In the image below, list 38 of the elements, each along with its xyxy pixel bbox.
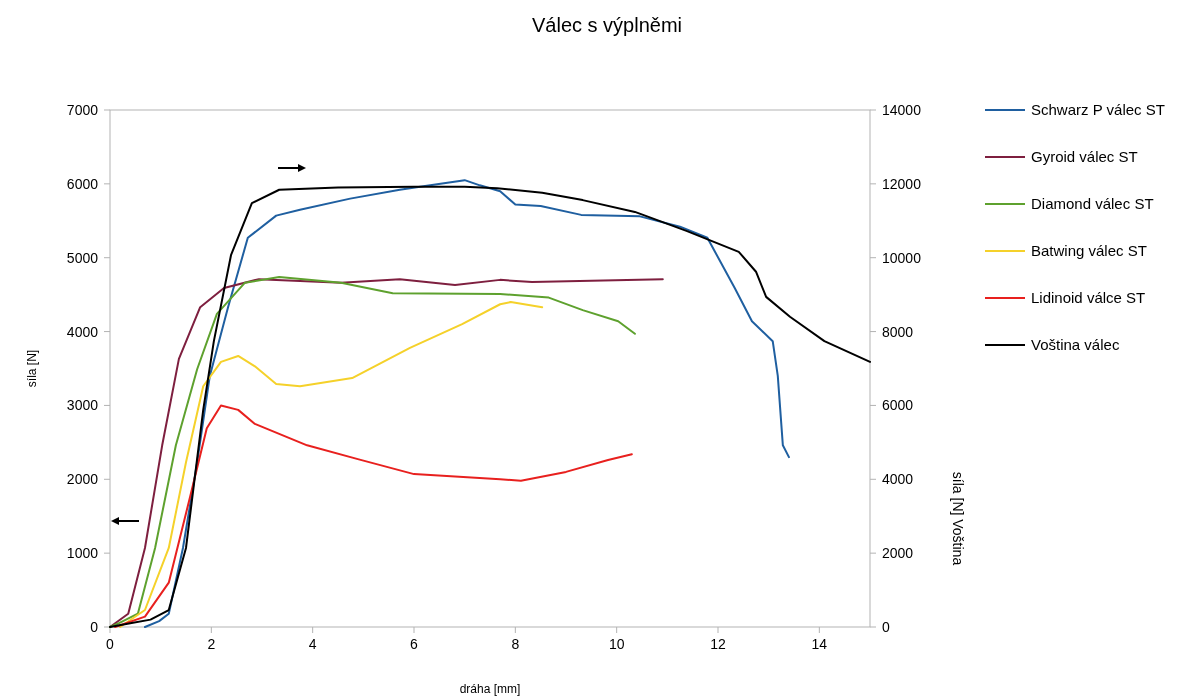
x-tick-label: 0 xyxy=(106,636,115,652)
y2-tick-label: 12000 xyxy=(882,175,922,192)
y-tick-label: 5000 xyxy=(66,249,99,266)
x-tick-label: 2 xyxy=(207,636,216,652)
x-tick-label: 10 xyxy=(608,636,625,652)
x-tick-label: 12 xyxy=(710,636,726,652)
y2-tick-label: 14000 xyxy=(882,102,922,118)
y2-tick-label: 10000 xyxy=(882,249,922,266)
y-tick-label: 1000 xyxy=(66,545,99,562)
y2-tick-label: 2000 xyxy=(882,545,914,562)
line-series xyxy=(119,301,544,628)
legend-label: Voština válec xyxy=(1031,336,1120,353)
legend-label: Lidinoid válce ST xyxy=(1031,289,1146,306)
y2-tick-label: 6000 xyxy=(882,397,914,414)
x-tick-label: 8 xyxy=(511,636,520,652)
line-series xyxy=(143,179,790,628)
line-series xyxy=(109,185,871,628)
x-tick-label: 6 xyxy=(410,636,419,652)
y-tick-label: 0 xyxy=(90,619,99,635)
line-series xyxy=(114,404,633,628)
y2-axis-title: síla [N] Voština xyxy=(950,471,966,566)
x-tick-label: 4 xyxy=(308,636,317,652)
legend-label: Batwing válec ST xyxy=(1031,242,1147,259)
y-tick-label: 2000 xyxy=(66,471,99,488)
y-axis-title: síla [N] xyxy=(25,349,39,388)
chart-title: Válec s výplněmi xyxy=(531,14,683,36)
y-tick-label: 3000 xyxy=(66,397,99,414)
y-tick-label: 4000 xyxy=(66,323,99,340)
y-tick-label: 7000 xyxy=(66,102,99,118)
y-tick-label: 6000 xyxy=(66,175,99,192)
y2-tick-label: 0 xyxy=(882,619,890,635)
x-tick-label: 14 xyxy=(811,636,828,652)
y2-tick-label: 4000 xyxy=(882,471,914,488)
legend-label: Schwarz P válec ST xyxy=(1031,101,1165,118)
x-axis-title: dráha [mm] xyxy=(459,682,521,696)
legend-label: Gyroid válec ST xyxy=(1031,148,1138,165)
legend-label: Diamond válec ST xyxy=(1031,195,1154,212)
y2-tick-label: 8000 xyxy=(882,323,914,340)
